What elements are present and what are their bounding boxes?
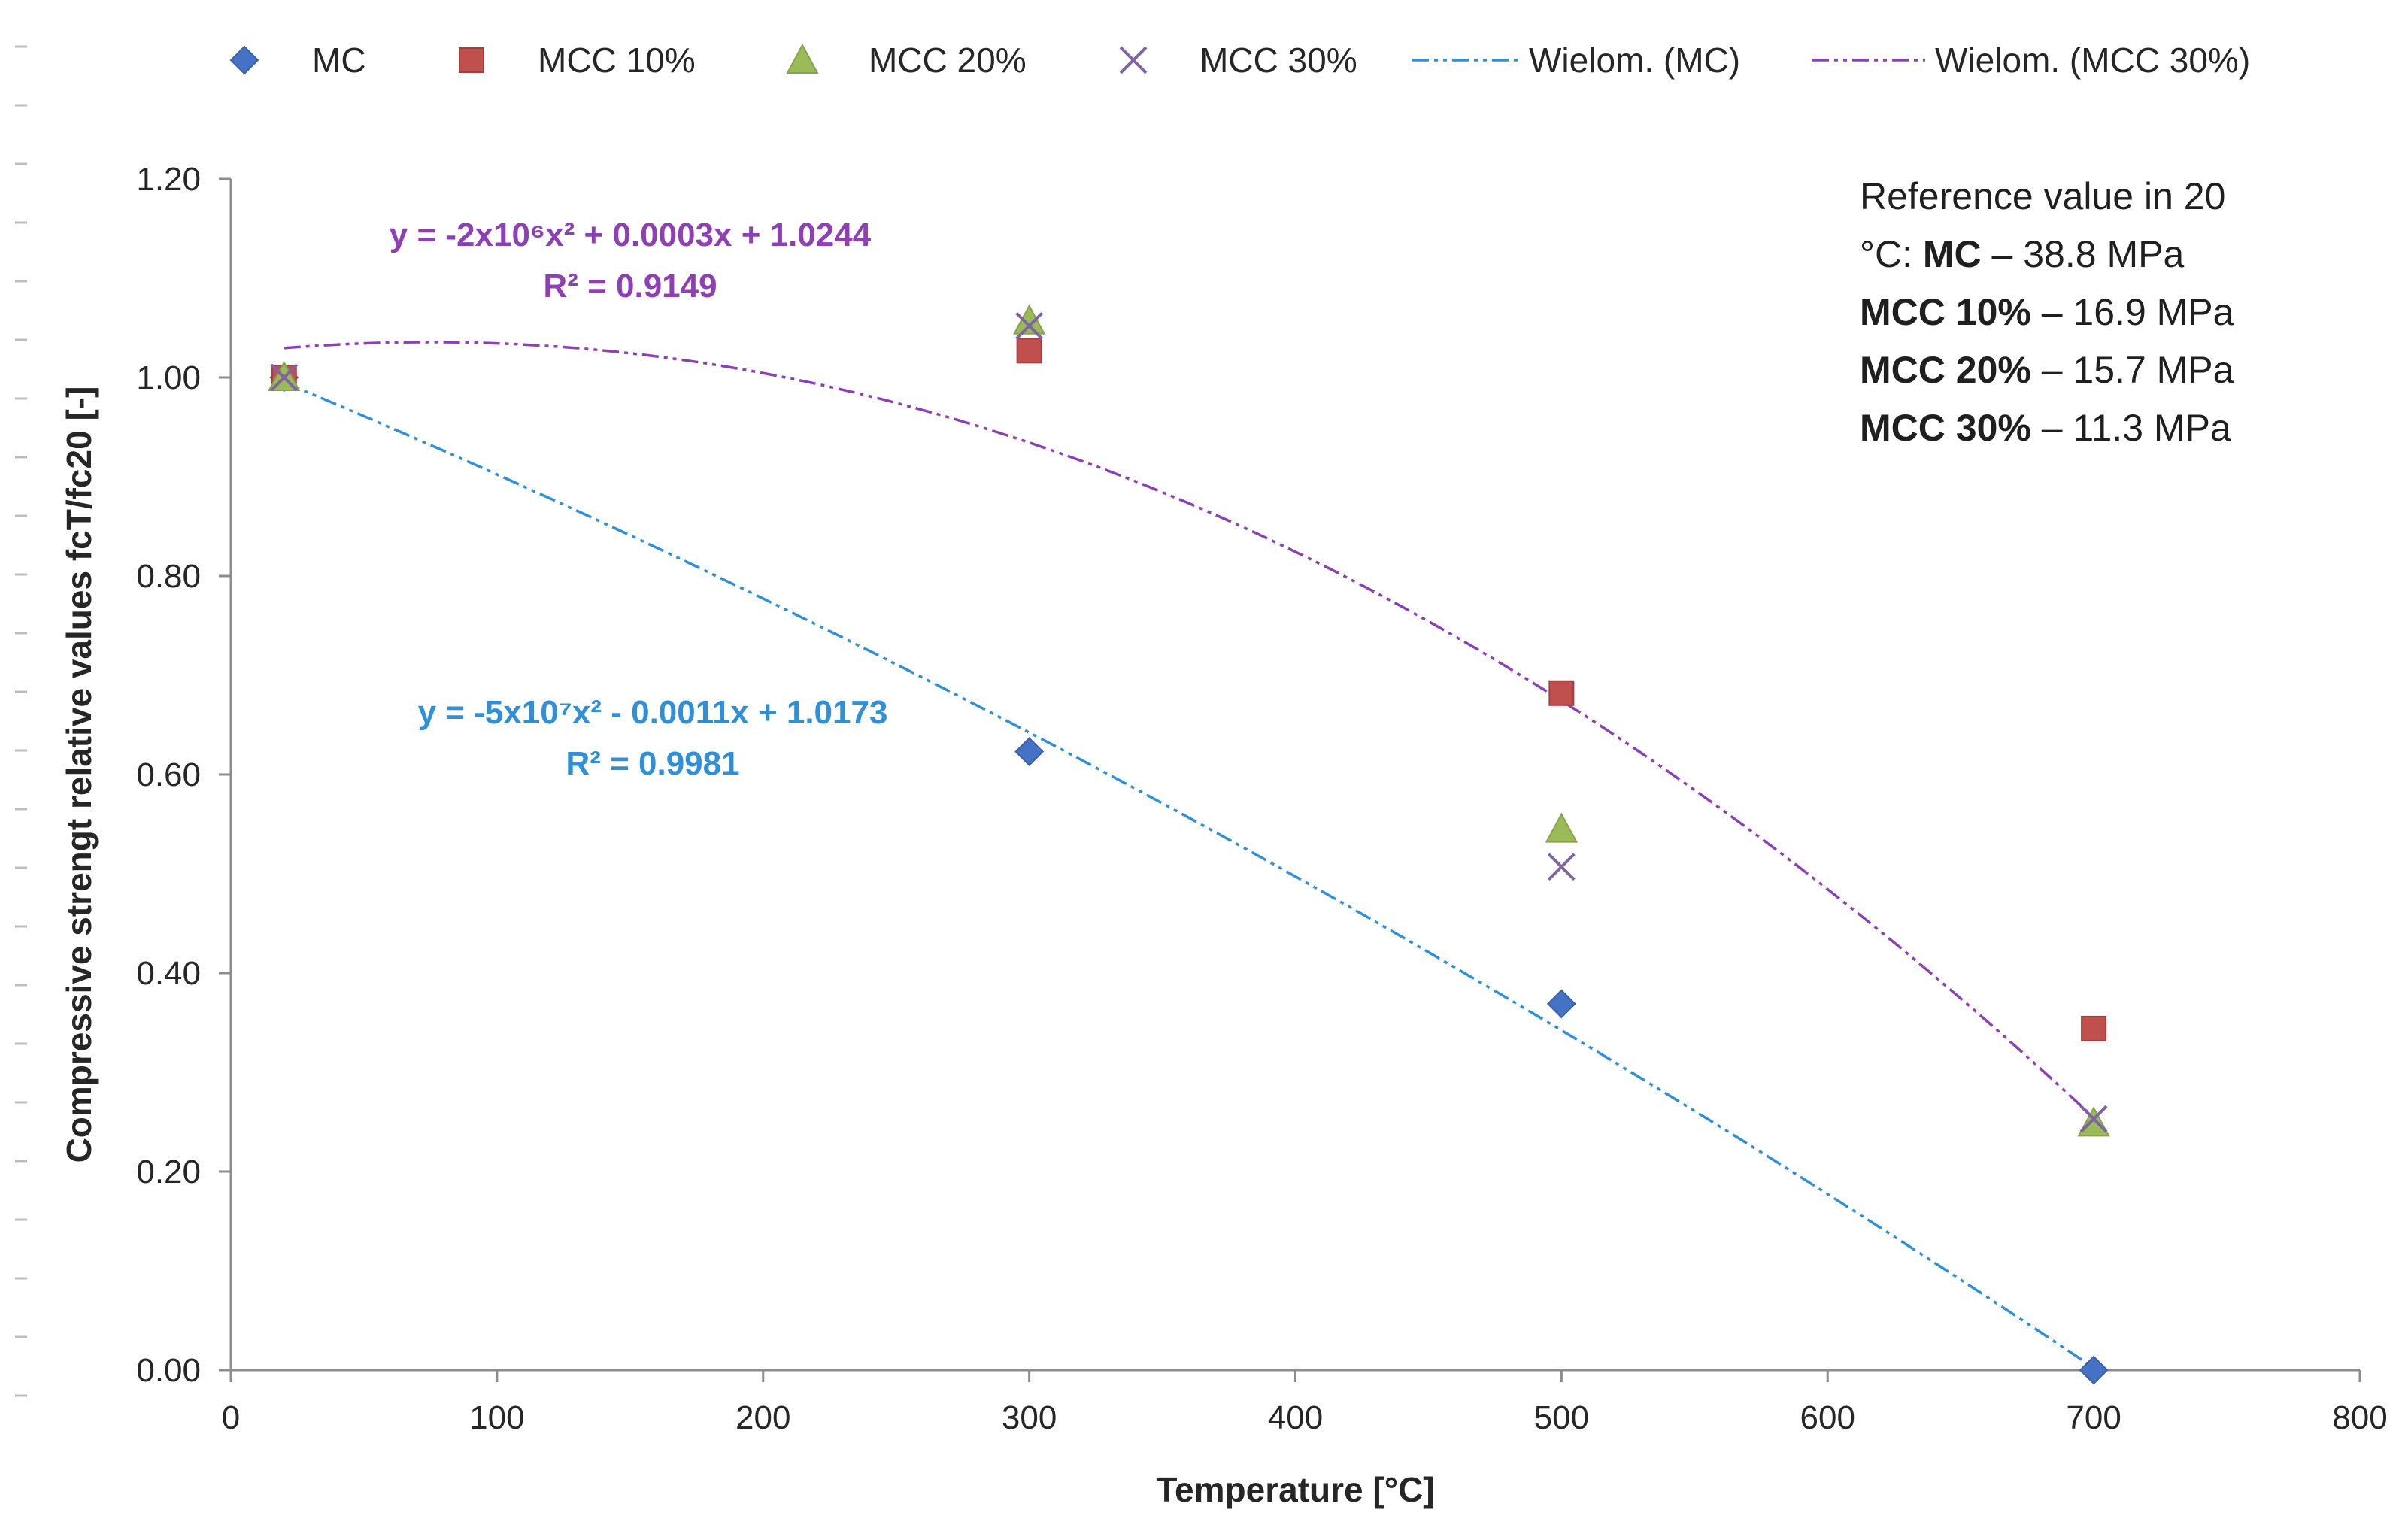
trendline-0 [284, 380, 2095, 1369]
point-diamond-0-2 [1546, 989, 1576, 1019]
reference-note-text: – 16.9 MPa [2031, 291, 2234, 333]
reference-note-line: MCC 20% – 15.7 MPa [1860, 349, 2234, 391]
legend-marker-1 [459, 47, 484, 73]
reference-note-line: MCC 10% – 16.9 MPa [1860, 291, 2234, 333]
trendline-r-squared: R² = 0.9981 [566, 745, 739, 782]
y-tick-label: 0.80 [136, 558, 201, 595]
legend-marker-3 [1119, 46, 1148, 74]
point-diamond-0-1 [1014, 737, 1045, 767]
legend-label: MCC 30% [1199, 41, 1357, 80]
point-x-3-3 [2079, 1105, 2108, 1133]
x-tick-label: 800 [2332, 1399, 2387, 1436]
point-x-3-1 [1015, 311, 1044, 340]
point-triangle-2-2 [1545, 812, 1579, 843]
legend-label: MCC 10% [538, 41, 696, 80]
legend-marker-0 [229, 45, 259, 75]
point-triangle-2-1 [1012, 304, 1046, 335]
reference-note-text: – 38.8 MPa [1982, 233, 2185, 275]
x-tick-label: 300 [1002, 1399, 1057, 1436]
legend-label: MCC 20% [869, 41, 1027, 80]
x-tick-label: 0 [222, 1399, 240, 1436]
axes: 0.00 0.20 0.40 0.60 0.80 1.00 1.20 0 100 200 300 40… [136, 161, 2387, 1436]
y-tick-label: 0.60 [136, 756, 201, 793]
x-tick-label: 400 [1268, 1399, 1323, 1436]
reference-note-text: °C: [1860, 233, 1923, 275]
data-points [268, 304, 2110, 1385]
reference-note-line: MCC 30% – 11.3 MPa [1860, 407, 2231, 449]
point-triangle-2-3 [2077, 1106, 2110, 1137]
y-tick-label: 1.00 [136, 359, 201, 396]
x-tick-label: 700 [2066, 1399, 2121, 1436]
x-axis-title: Temperature [°C] [1156, 1470, 1434, 1509]
legend: MC MCC 10% MCC 20% MCC 30% Wielom. (MC) Wielo… [229, 41, 2250, 80]
point-x-3-2 [1547, 853, 1576, 881]
x-tick-label: 100 [469, 1399, 524, 1436]
legend-trendline-label: Wielom. (MCC 30%) [1935, 41, 2250, 80]
trendline-equations: y = -2x10⁶x² + 0.0003x + 1.0244 R² = 0.91… [390, 217, 888, 782]
reference-note-text: – 11.3 MPa [2031, 407, 2231, 449]
trendlines [284, 341, 2095, 1369]
point-square-1-1 [1016, 338, 1042, 364]
reference-note: Reference value in 20 °C: MC – 38.8 MPa MC… [1860, 175, 2234, 449]
reference-note-text: MCC 30% [1860, 407, 2031, 449]
x-tick-label: 500 [1534, 1399, 1589, 1436]
legend-marker-2 [786, 43, 819, 74]
x-tick-label: 200 [735, 1399, 790, 1436]
y-tick-label: 0.00 [136, 1352, 201, 1389]
trendline-equation: y = -2x10⁶x² + 0.0003x + 1.0244 [390, 217, 872, 253]
reference-note-text: – 15.7 MPa [2031, 349, 2234, 391]
reference-note-line: °C: MC – 38.8 MPa [1860, 233, 2184, 275]
trendline-equation: y = -5x10⁷x² - 0.0011x + 1.0173 [418, 694, 888, 731]
y-tick-label: 0.40 [136, 955, 201, 992]
point-square-1-2 [1548, 680, 1575, 706]
point-square-1-3 [2081, 1015, 2107, 1041]
reference-note-text: Reference value in 20 [1860, 175, 2225, 217]
point-x-3-0 [270, 363, 299, 392]
reference-note-text: MC [1923, 233, 1982, 275]
reference-note-line: Reference value in 20 [1860, 175, 2225, 217]
left-edge-dashes [15, 45, 27, 1397]
legend-label: MC [312, 41, 366, 80]
legend-trendline-label: Wielom. (MC) [1529, 41, 1740, 80]
reference-note-text: MCC 10% [1860, 291, 2031, 333]
reference-note-text: MCC 20% [1860, 349, 2031, 391]
trendline-1 [284, 341, 2095, 1119]
trendline-r-squared: R² = 0.9149 [543, 268, 717, 305]
y-tick-label: 0.20 [136, 1154, 201, 1190]
y-axis-title: Compressive strengt relative values fcT/… [59, 387, 99, 1163]
y-tick-label: 1.20 [136, 161, 201, 198]
x-tick-label: 600 [1800, 1399, 1855, 1436]
point-diamond-0-3 [2079, 1355, 2109, 1385]
